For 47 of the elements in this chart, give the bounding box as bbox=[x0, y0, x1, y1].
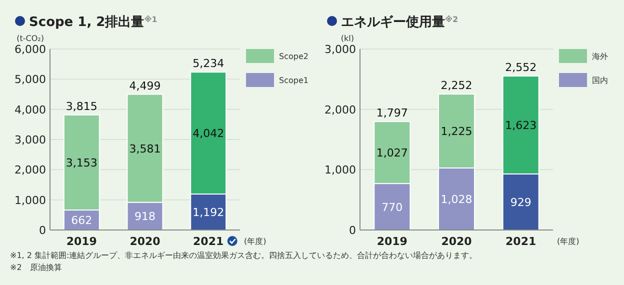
text: ※2 原油換算 bbox=[10, 263, 62, 272]
y-axis-title: (t-CO₂) bbox=[16, 34, 44, 43]
data-label: 3,153 bbox=[66, 156, 98, 170]
y-tick-label: 3,000 bbox=[324, 43, 356, 56]
data-label: 1,225 bbox=[440, 125, 472, 138]
data-label: 929 bbox=[510, 196, 532, 209]
legend-label: Scope2 bbox=[279, 52, 308, 61]
legend-label: Scope1 bbox=[279, 76, 308, 85]
y-tick-label: 1,000 bbox=[14, 194, 46, 207]
x-tick-label: 2019 bbox=[66, 235, 97, 248]
x-axis-title: (年度) bbox=[244, 237, 266, 246]
x-tick-label: 2020 bbox=[441, 235, 472, 248]
y-tick-label: 3,000 bbox=[14, 134, 46, 146]
data-label: 662 bbox=[71, 214, 92, 228]
total-label: 2,552 bbox=[505, 61, 537, 74]
data-label: 1,028 bbox=[440, 192, 472, 206]
y-axis-title: (kl) bbox=[340, 34, 354, 43]
data-label: 770 bbox=[382, 200, 403, 214]
y-tick-label: 6,000 bbox=[14, 43, 46, 56]
x-tick-label: 2019 bbox=[376, 235, 408, 248]
y-tick-label: 1,000 bbox=[324, 164, 356, 177]
y-tick-label: 5,000 bbox=[14, 73, 46, 86]
data-label: 3,581 bbox=[129, 142, 161, 156]
chart-title: Scope 1, 2排出量$^{※1}$ bbox=[29, 14, 158, 30]
legend-label: 海外 bbox=[592, 52, 608, 61]
data-label: 1,192 bbox=[192, 206, 224, 220]
total-label: 1,797 bbox=[376, 106, 408, 120]
legend-label: 国内 bbox=[592, 76, 608, 85]
x-axis-title: (年度) bbox=[557, 237, 580, 246]
total-label: 3,815 bbox=[66, 100, 98, 113]
data-label: 4,042 bbox=[192, 127, 224, 140]
y-tick-label: 2,000 bbox=[14, 164, 46, 177]
text: ※1, 2 集計範囲:連結グループ、非エネルギー由来の温室効果ガス含む。四捨五入しているため、合計が合わない場合があります。 bbox=[10, 251, 478, 260]
y-tick-label: 2,000 bbox=[324, 103, 356, 116]
data-label: 918 bbox=[134, 210, 156, 224]
x-tick-label: 2021 bbox=[193, 235, 224, 248]
data-label: 1,623 bbox=[505, 118, 537, 132]
total-label: 2,252 bbox=[440, 79, 472, 92]
x-tick-label: 2020 bbox=[130, 235, 161, 248]
y-tick-label: 0 bbox=[39, 224, 46, 237]
x-tick-label: 2021 bbox=[506, 235, 536, 248]
data-label: 1,027 bbox=[376, 146, 408, 160]
chart-title: エネルギー使用量$^{※2}$ bbox=[341, 14, 458, 30]
y-tick-label: 0 bbox=[349, 224, 356, 237]
total-label: 4,499 bbox=[129, 79, 161, 92]
total-label: 5,234 bbox=[192, 57, 224, 70]
y-tick-label: 4,000 bbox=[14, 103, 46, 116]
